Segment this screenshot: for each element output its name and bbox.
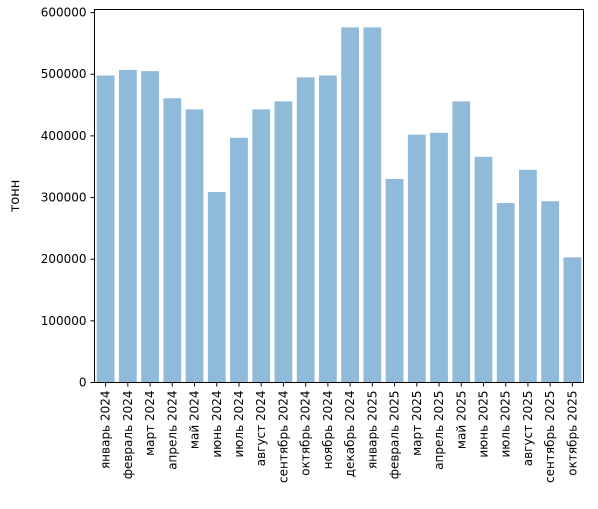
bars-group	[96, 27, 582, 383]
bar	[385, 179, 404, 383]
y-tick-label: 100000	[41, 314, 87, 328]
y-tick-label: 400000	[41, 129, 87, 143]
bar	[407, 134, 426, 383]
x-tick-label: август 2024	[254, 391, 268, 467]
x-tick-label: сентябрь 2025	[543, 391, 557, 483]
y-tick-label: 500000	[41, 67, 87, 81]
x-tick-label: февраль 2024	[121, 391, 135, 480]
x-tick-label: апрель 2025	[432, 391, 446, 470]
bar	[207, 191, 226, 383]
bar	[496, 203, 515, 383]
x-tick-label: март 2024	[143, 391, 157, 456]
x-tick-label: май 2025	[454, 391, 468, 450]
x-tick-label: июнь 2024	[210, 391, 224, 458]
bar	[519, 169, 537, 383]
bar	[430, 132, 448, 383]
x-tick-label: июнь 2025	[476, 391, 490, 458]
x-axis-ticks: январь 2024 февраль 2024 март 2024 апрель 2…	[99, 382, 579, 483]
x-tick-label: май 2024	[188, 391, 202, 450]
plot-frame	[94, 9, 584, 383]
bar	[163, 98, 182, 383]
x-tick-label: январь 2024	[99, 391, 113, 470]
bar	[474, 156, 493, 383]
y-axis-ticks: 0 100000 200000 300000 400000 500000 600000	[41, 6, 95, 390]
bar	[319, 75, 337, 383]
bar	[296, 77, 315, 383]
bar	[118, 69, 137, 383]
bar	[96, 75, 115, 383]
x-tick-label: март 2025	[410, 391, 424, 456]
y-tick-label: 200000	[41, 252, 87, 266]
x-tick-label: октябрь 2024	[299, 391, 313, 476]
bar	[252, 109, 271, 383]
x-tick-label: август 2025	[521, 391, 535, 467]
x-tick-label: апрель 2024	[165, 391, 179, 470]
x-tick-label: январь 2025	[365, 391, 379, 470]
bar	[230, 137, 248, 383]
bar	[185, 109, 204, 383]
x-tick-label: июль 2025	[499, 391, 513, 458]
bar	[341, 27, 359, 383]
x-tick-label: октябрь 2025	[565, 391, 579, 476]
bar	[452, 101, 471, 383]
x-tick-label: июль 2024	[232, 391, 246, 458]
y-tick-label: 0	[79, 376, 87, 390]
bar	[541, 201, 560, 383]
bar	[274, 101, 293, 383]
x-tick-label: сентябрь 2024	[276, 391, 290, 483]
bar	[563, 257, 582, 383]
y-tick-label: 300000	[41, 191, 87, 205]
bar	[363, 27, 382, 383]
y-tick-label: 600000	[41, 6, 87, 20]
x-tick-label: декабрь 2024	[343, 391, 357, 478]
y-axis-label: тонн	[8, 180, 23, 213]
x-tick-label: ноябрь 2024	[321, 391, 335, 470]
bar	[141, 71, 159, 383]
x-tick-label: февраль 2025	[388, 391, 402, 480]
